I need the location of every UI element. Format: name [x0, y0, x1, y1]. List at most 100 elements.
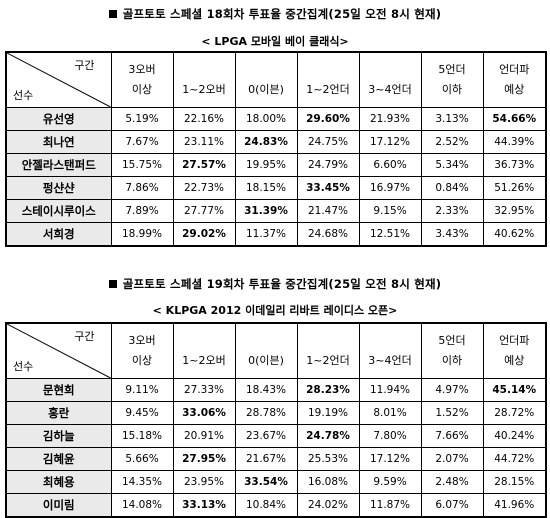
- vote-rate-cell: 21.93%: [358, 107, 422, 131]
- vote-rate-cell: 12.51%: [358, 222, 422, 247]
- vote-rate-cell: 18.99%: [110, 222, 174, 247]
- vote-rate-cell: 29.02%: [172, 222, 236, 247]
- vote-rate-cell: 23.95%: [172, 470, 236, 494]
- vote-rate-cell: 23.11%: [172, 130, 236, 154]
- square-bullet-icon: [108, 10, 117, 18]
- player-name-cell: 스테이시루이스: [5, 199, 112, 223]
- table-row: 안젤라스탠퍼드 15.75% 27.57% 19.95% 24.79% 6.60% 5.34…: [5, 153, 547, 177]
- vote-rate-cell: 22.73%: [172, 176, 236, 200]
- vote-rate-cell: 40.24%: [482, 424, 547, 448]
- vote-rate-cell: 7.80%: [358, 424, 422, 448]
- vote-rate-cell: 8.01%: [358, 401, 422, 425]
- column-header: 1~2오버: [172, 51, 236, 108]
- column-header: 0(이븐): [234, 51, 298, 108]
- vote-rate-cell: 22.16%: [172, 107, 236, 131]
- corner-bottom-label: 선수: [13, 360, 34, 373]
- square-bullet-icon: [108, 280, 117, 288]
- vote-rate-cell: 21.67%: [234, 447, 298, 471]
- vote-rate-cell: 33.54%: [234, 470, 298, 494]
- player-name-cell: 서희경: [5, 222, 112, 247]
- vote-rate-cell: 24.83%: [234, 130, 298, 154]
- vote-rate-cell: 33.06%: [172, 401, 236, 425]
- vote-rate-cell: 14.08%: [110, 493, 174, 518]
- column-header: 3~4언더: [358, 322, 422, 379]
- vote-rate-cell: 18.43%: [234, 378, 298, 402]
- vote-rate-cell: 44.39%: [482, 130, 547, 154]
- vote-rate-cell: 27.95%: [172, 447, 236, 471]
- player-name-cell: 펑샨샨: [5, 176, 112, 200]
- vote-rate-cell: 9.15%: [358, 199, 422, 223]
- table-row: 최나연 7.67% 23.11% 24.83% 24.75% 17.12% 2.52% 44.…: [5, 130, 547, 154]
- player-name-cell: 김혜윤: [5, 447, 112, 471]
- column-header: 0(이븐): [234, 322, 298, 379]
- vote-rate-cell: 9.45%: [110, 401, 174, 425]
- vote-rate-cell: 9.11%: [110, 378, 174, 402]
- vote-rate-cell: 24.02%: [296, 493, 360, 518]
- table-subheading: < KLPGA 2012 이데일리 리바트 레이디스 오픈>: [152, 304, 398, 317]
- vote-rate-cell: 21.47%: [296, 199, 360, 223]
- player-name-cell: 유선영: [5, 107, 112, 131]
- vote-rate-cell: 3.43%: [420, 222, 484, 247]
- vote-rate-cell: 27.57%: [172, 153, 236, 177]
- column-header: 언더파 예상: [482, 322, 547, 379]
- vote-rate-cell: 27.77%: [172, 199, 236, 223]
- player-name-cell: 김하늘: [5, 424, 112, 448]
- column-header: 언더파 예상: [482, 51, 547, 108]
- vote-rate-cell: 27.33%: [172, 378, 236, 402]
- vote-rate-cell: 24.78%: [296, 424, 360, 448]
- vote-rate-cell: 17.12%: [358, 447, 422, 471]
- table-row: 펑샨샨 7.86% 22.73% 18.15% 33.45% 16.97% 0.84% 51.…: [5, 176, 547, 200]
- vote-rate-cell: 10.84%: [234, 493, 298, 518]
- corner-header: 구간 선수: [5, 322, 112, 379]
- table-subheading: < LPGA 모바일 베이 클래식>: [201, 35, 349, 48]
- vote-rate-cell: 23.67%: [234, 424, 298, 448]
- table-row: 홍란 9.45% 33.06% 28.78% 19.19% 8.01% 1.52% 28.72…: [5, 401, 547, 425]
- corner-top-label: 구간: [74, 59, 95, 72]
- vote-rate-cell: 19.19%: [296, 401, 360, 425]
- vote-rate-cell: 16.08%: [296, 470, 360, 494]
- vote-rate-cell: 11.37%: [234, 222, 298, 247]
- table-row: 김혜윤 5.66% 27.95% 21.67% 25.53% 17.12% 2.07% 44.…: [5, 447, 547, 471]
- table-row: 이미림 14.08% 33.13% 10.84% 24.02% 11.87% 6.07% 41…: [5, 493, 547, 518]
- vote-rate-cell: 24.75%: [296, 130, 360, 154]
- corner-top-label: 구간: [74, 330, 95, 343]
- table-row: 서희경 18.99% 29.02% 11.37% 24.68% 12.51% 3.43% 40…: [5, 222, 547, 247]
- player-name-cell: 문현희: [5, 378, 112, 402]
- vote-rate-cell: 18.00%: [234, 107, 298, 131]
- vote-table-18: 구간 선수 3오버 이상 1~2오버 0(이븐) 1~2언더 3~4언더 5언더 이…: [5, 51, 547, 247]
- vote-rate-cell: 41.96%: [482, 493, 547, 518]
- vote-rate-cell: 2.48%: [420, 470, 484, 494]
- vote-rate-cell: 32.95%: [482, 199, 547, 223]
- vote-rate-cell: 6.60%: [358, 153, 422, 177]
- vote-rate-cell: 9.59%: [358, 470, 422, 494]
- column-header: 3오버 이상: [110, 51, 174, 108]
- column-header: 1~2언더: [296, 51, 360, 108]
- table-row: 최혜용 14.35% 23.95% 33.54% 16.08% 9.59% 2.48% 28.…: [5, 470, 547, 494]
- vote-rate-cell: 7.67%: [110, 130, 174, 154]
- table-body: 유선영 5.19% 22.16% 18.00% 29.60% 21.93% 3.13% 54.…: [5, 107, 547, 247]
- player-name-cell: 이미림: [5, 493, 112, 518]
- vote-rate-cell: 51.26%: [482, 176, 547, 200]
- vote-rate-cell: 33.13%: [172, 493, 236, 518]
- player-name-cell: 최혜용: [5, 470, 112, 494]
- vote-rate-cell: 11.87%: [358, 493, 422, 518]
- player-name-cell: 홍란: [5, 401, 112, 425]
- vote-rate-cell: 3.13%: [420, 107, 484, 131]
- vote-rate-cell: 7.89%: [110, 199, 174, 223]
- vote-rate-cell: 15.18%: [110, 424, 174, 448]
- table-body: 문현희 9.11% 27.33% 18.43% 28.23% 11.94% 4.97% 45.…: [5, 378, 547, 518]
- table-row: 스테이시루이스 7.89% 27.77% 31.39% 21.47% 9.15% 2.33%…: [5, 199, 547, 223]
- vote-rate-cell: 17.12%: [358, 130, 422, 154]
- vote-rate-cell: 29.60%: [296, 107, 360, 131]
- column-header: 5언더 이하: [420, 51, 484, 108]
- vote-rate-cell: 44.72%: [482, 447, 547, 471]
- corner-header: 구간 선수: [5, 51, 112, 108]
- vote-rate-cell: 0.84%: [420, 176, 484, 200]
- player-name-cell: 최나연: [5, 130, 112, 154]
- vote-rate-cell: 14.35%: [110, 470, 174, 494]
- vote-rate-cell: 18.15%: [234, 176, 298, 200]
- vote-rate-cell: 28.78%: [234, 401, 298, 425]
- vote-rate-cell: 5.34%: [420, 153, 484, 177]
- vote-rate-cell: 25.53%: [296, 447, 360, 471]
- vote-rate-cell: 7.66%: [420, 424, 484, 448]
